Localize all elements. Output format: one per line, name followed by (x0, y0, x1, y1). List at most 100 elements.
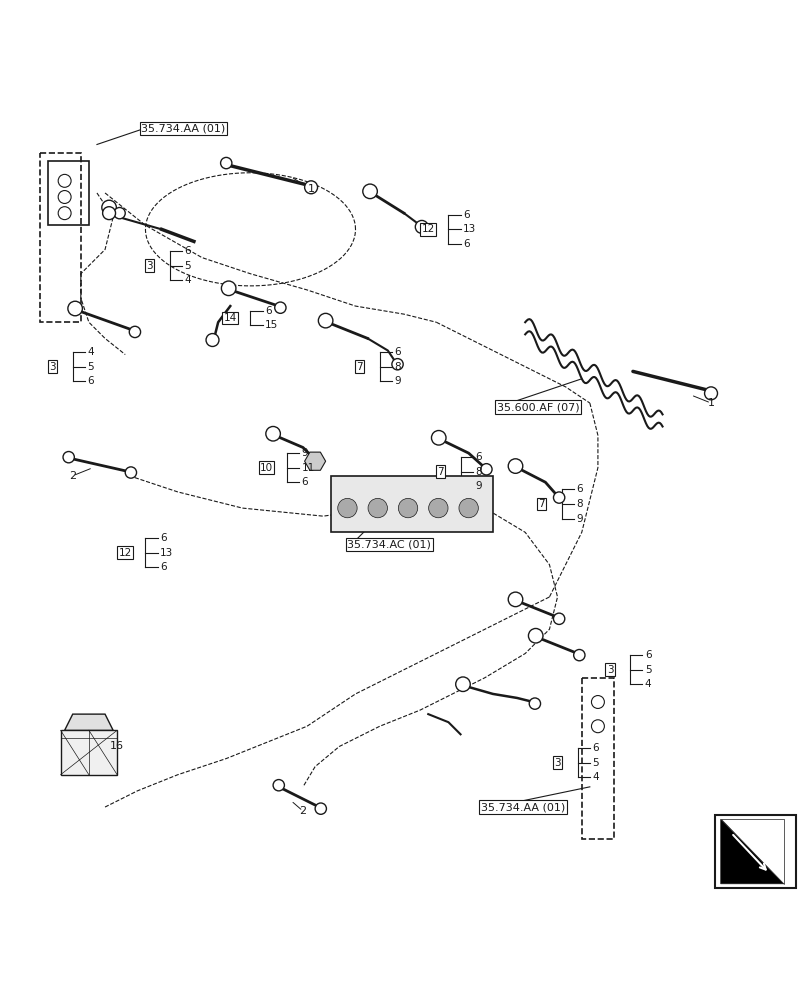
Text: 6: 6 (576, 484, 583, 494)
Bar (331, 476, 493, 532)
Text: 6: 6 (265, 306, 271, 316)
Text: 35.600.AF (07): 35.600.AF (07) (497, 402, 579, 412)
Text: 2: 2 (300, 806, 306, 816)
Text: 3: 3 (146, 261, 153, 271)
Text: 13: 13 (160, 548, 173, 558)
Circle shape (528, 628, 543, 643)
Text: 1: 1 (708, 398, 714, 408)
Text: 9: 9 (475, 481, 482, 491)
Circle shape (459, 498, 478, 518)
Text: 9: 9 (576, 514, 583, 524)
Circle shape (68, 301, 82, 316)
Text: 6: 6 (463, 239, 469, 249)
Text: 16: 16 (110, 741, 124, 751)
Circle shape (114, 208, 125, 219)
Text: 35.734.AA (01): 35.734.AA (01) (141, 123, 225, 133)
Polygon shape (65, 714, 113, 730)
Text: 8: 8 (394, 362, 401, 372)
Text: 4: 4 (87, 347, 94, 357)
Circle shape (508, 459, 523, 473)
Circle shape (398, 498, 418, 518)
Circle shape (431, 431, 446, 445)
Circle shape (63, 452, 74, 463)
Text: 5: 5 (184, 261, 191, 271)
Circle shape (58, 174, 71, 187)
Circle shape (129, 326, 141, 338)
Text: 12: 12 (422, 224, 435, 234)
Circle shape (591, 720, 604, 733)
Text: 11: 11 (301, 463, 314, 473)
Circle shape (392, 359, 403, 370)
Circle shape (415, 220, 428, 233)
Circle shape (338, 498, 357, 518)
Text: 7: 7 (356, 362, 363, 372)
Text: 35.734.AC (01): 35.734.AC (01) (347, 539, 431, 549)
Circle shape (58, 207, 71, 220)
Text: 10: 10 (260, 463, 273, 473)
Circle shape (553, 492, 565, 503)
Circle shape (318, 313, 333, 328)
Text: 3: 3 (607, 665, 613, 675)
Text: 9: 9 (394, 376, 401, 386)
Text: 7: 7 (437, 467, 444, 477)
Text: 6: 6 (475, 452, 482, 462)
Circle shape (574, 649, 585, 661)
Circle shape (310, 455, 323, 468)
FancyArrowPatch shape (281, 788, 317, 806)
Text: 6: 6 (301, 477, 308, 487)
Text: 8: 8 (576, 499, 583, 509)
Text: 6: 6 (463, 210, 469, 220)
Circle shape (305, 181, 318, 194)
Text: 13: 13 (463, 224, 476, 234)
Text: 35.734.AA (01): 35.734.AA (01) (481, 802, 565, 812)
Text: 4: 4 (592, 772, 599, 782)
Polygon shape (721, 819, 784, 884)
Text: 9: 9 (301, 448, 308, 458)
Circle shape (591, 696, 604, 708)
Text: 15: 15 (265, 320, 278, 330)
Text: 6: 6 (184, 246, 191, 256)
Text: 5: 5 (645, 665, 651, 675)
Text: 6: 6 (394, 347, 401, 357)
Text: 5: 5 (592, 758, 599, 768)
Text: 2: 2 (69, 471, 76, 481)
Circle shape (273, 780, 284, 791)
Polygon shape (721, 819, 784, 884)
Text: 5: 5 (87, 362, 94, 372)
Circle shape (221, 281, 236, 296)
Circle shape (315, 803, 326, 814)
Text: 4: 4 (645, 679, 651, 689)
Circle shape (705, 387, 718, 400)
Text: 6: 6 (87, 376, 94, 386)
Circle shape (102, 200, 116, 215)
Text: 12: 12 (119, 548, 132, 558)
Circle shape (103, 207, 116, 220)
Circle shape (266, 426, 280, 441)
Circle shape (456, 677, 470, 691)
Circle shape (368, 498, 388, 518)
Bar (715, 815, 796, 888)
Text: 6: 6 (160, 562, 166, 572)
Circle shape (363, 184, 377, 199)
Circle shape (221, 157, 232, 169)
Circle shape (508, 592, 523, 607)
Text: 8: 8 (475, 467, 482, 477)
Circle shape (206, 334, 219, 346)
Text: 3: 3 (49, 362, 56, 372)
Circle shape (428, 498, 448, 518)
Text: 6: 6 (645, 650, 651, 660)
FancyArrowPatch shape (71, 459, 127, 471)
FancyArrowPatch shape (633, 371, 709, 390)
FancyArrowPatch shape (229, 165, 305, 184)
Text: 6: 6 (592, 743, 599, 753)
Text: 3: 3 (554, 758, 561, 768)
Text: 7: 7 (538, 499, 545, 509)
Circle shape (553, 613, 565, 624)
Bar (61, 730, 117, 775)
Text: 1: 1 (308, 184, 314, 194)
Circle shape (125, 467, 137, 478)
Text: 6: 6 (160, 533, 166, 543)
Circle shape (529, 698, 541, 709)
Circle shape (481, 464, 492, 475)
Polygon shape (305, 452, 326, 470)
